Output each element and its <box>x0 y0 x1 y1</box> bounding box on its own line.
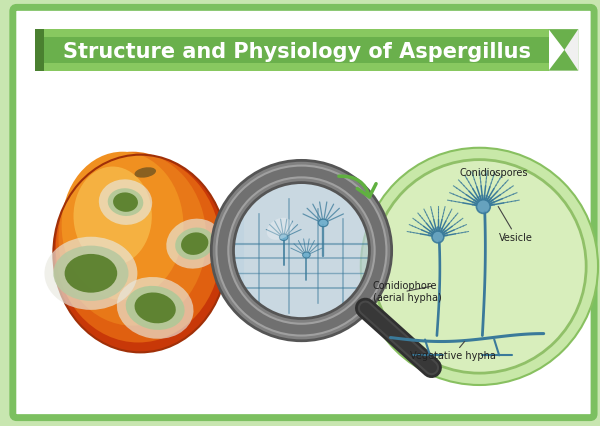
Polygon shape <box>565 30 578 72</box>
Ellipse shape <box>117 277 194 339</box>
Ellipse shape <box>432 231 444 243</box>
Polygon shape <box>35 63 548 72</box>
Polygon shape <box>35 30 548 38</box>
Ellipse shape <box>74 167 152 266</box>
Ellipse shape <box>361 148 598 385</box>
Ellipse shape <box>53 155 227 353</box>
FancyBboxPatch shape <box>13 9 594 417</box>
Polygon shape <box>190 200 244 303</box>
Ellipse shape <box>44 237 137 310</box>
Ellipse shape <box>166 219 223 269</box>
Text: Conidiophore
(aerial hypha): Conidiophore (aerial hypha) <box>373 281 442 302</box>
Ellipse shape <box>65 254 117 293</box>
Ellipse shape <box>62 153 184 300</box>
Ellipse shape <box>53 246 128 301</box>
Ellipse shape <box>56 155 221 343</box>
Ellipse shape <box>181 233 208 255</box>
Text: Conidiospores: Conidiospores <box>460 168 528 178</box>
Ellipse shape <box>476 200 490 214</box>
Ellipse shape <box>99 180 152 225</box>
Ellipse shape <box>108 189 143 216</box>
Ellipse shape <box>134 168 156 178</box>
FancyArrowPatch shape <box>339 177 376 197</box>
Ellipse shape <box>267 218 293 240</box>
Ellipse shape <box>58 153 206 326</box>
Ellipse shape <box>373 160 586 373</box>
Polygon shape <box>35 30 44 72</box>
Text: Structure and Physiology of Aspergillus: Structure and Physiology of Aspergillus <box>62 42 530 62</box>
Text: Vegetative hypha: Vegetative hypha <box>410 342 496 360</box>
Polygon shape <box>548 30 578 72</box>
Ellipse shape <box>113 193 138 212</box>
Ellipse shape <box>319 219 328 227</box>
Ellipse shape <box>280 234 288 241</box>
Ellipse shape <box>134 293 176 324</box>
Ellipse shape <box>223 172 380 330</box>
Polygon shape <box>35 30 548 72</box>
Ellipse shape <box>175 228 214 260</box>
Text: Vesicle: Vesicle <box>498 207 533 242</box>
Ellipse shape <box>126 286 185 330</box>
Ellipse shape <box>302 253 310 258</box>
